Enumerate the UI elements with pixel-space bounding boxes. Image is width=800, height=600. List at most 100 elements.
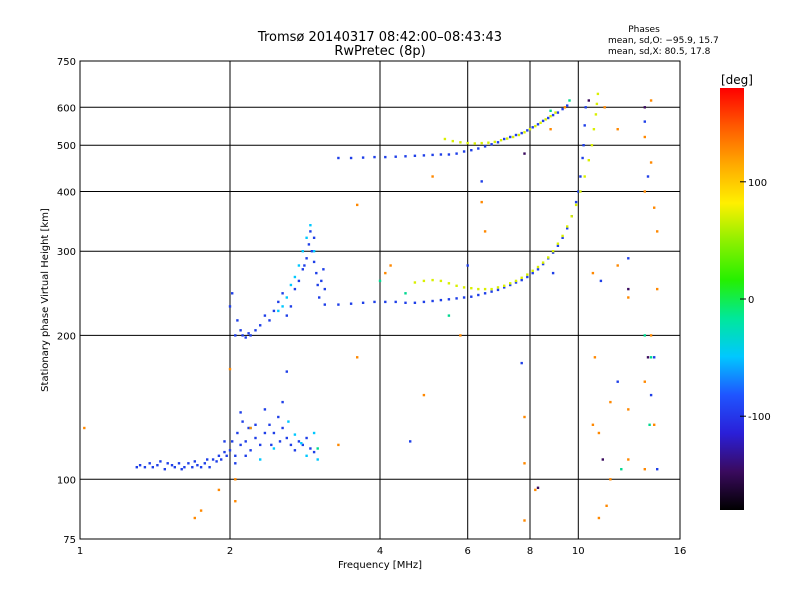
data-point bbox=[649, 334, 653, 337]
data-point bbox=[517, 133, 521, 137]
data-point bbox=[404, 301, 407, 304]
data-point bbox=[520, 276, 523, 279]
data-point bbox=[151, 466, 154, 469]
data-point bbox=[148, 462, 151, 465]
data-point bbox=[579, 190, 582, 193]
data-point bbox=[199, 509, 203, 512]
data-point bbox=[254, 329, 257, 332]
data-point bbox=[646, 175, 650, 178]
data-point bbox=[643, 135, 646, 139]
data-point bbox=[477, 293, 480, 297]
data-point bbox=[649, 161, 653, 164]
y-tick-label: 200 bbox=[57, 331, 76, 342]
data-point bbox=[394, 155, 397, 158]
data-point bbox=[234, 454, 237, 457]
data-point bbox=[503, 137, 506, 141]
data-point bbox=[597, 431, 601, 435]
data-point bbox=[643, 190, 646, 193]
data-point bbox=[523, 415, 526, 419]
data-point bbox=[404, 292, 407, 295]
data-point bbox=[234, 500, 237, 503]
data-point bbox=[656, 230, 659, 233]
data-point bbox=[447, 298, 451, 301]
data-point bbox=[541, 261, 545, 264]
data-point bbox=[605, 504, 608, 507]
y-axis-label: Stationary phase Virtual Height [km] bbox=[40, 208, 51, 392]
data-point bbox=[579, 175, 582, 178]
data-point bbox=[270, 443, 273, 447]
data-point bbox=[584, 106, 587, 109]
data-point bbox=[473, 142, 476, 145]
x-axis-label: Frequency [MHz] bbox=[338, 560, 422, 571]
data-point bbox=[180, 468, 183, 471]
data-point bbox=[439, 153, 443, 156]
data-point bbox=[603, 106, 606, 109]
data-point bbox=[490, 143, 493, 146]
data-point bbox=[526, 275, 529, 279]
data-point bbox=[191, 466, 194, 469]
data-point bbox=[287, 420, 290, 423]
data-point bbox=[656, 287, 659, 291]
data-point bbox=[193, 516, 196, 520]
data-point bbox=[531, 271, 534, 275]
data-point bbox=[551, 271, 555, 275]
data-point bbox=[616, 128, 619, 131]
data-point bbox=[231, 440, 234, 443]
data-point bbox=[259, 458, 262, 461]
data-point bbox=[574, 200, 578, 204]
data-point bbox=[305, 236, 308, 239]
data-point bbox=[561, 236, 564, 239]
data-point bbox=[384, 271, 387, 275]
data-point bbox=[228, 305, 232, 308]
data-point bbox=[316, 283, 319, 287]
data-point bbox=[244, 336, 247, 339]
data-point bbox=[483, 287, 487, 291]
data-point bbox=[135, 466, 138, 469]
data-point bbox=[312, 260, 316, 264]
data-point bbox=[300, 442, 303, 445]
data-point bbox=[307, 243, 311, 246]
data-point bbox=[199, 466, 203, 469]
data-point bbox=[447, 153, 451, 156]
data-point bbox=[509, 282, 512, 285]
data-point bbox=[592, 128, 596, 131]
data-point bbox=[526, 129, 529, 132]
data-point bbox=[249, 426, 252, 430]
data-point bbox=[206, 458, 209, 461]
data-point bbox=[289, 443, 293, 447]
x-tick-label: 10 bbox=[572, 546, 585, 557]
data-point bbox=[223, 450, 226, 454]
data-point bbox=[556, 244, 560, 247]
data-point bbox=[289, 283, 293, 287]
data-point bbox=[244, 454, 247, 457]
data-point bbox=[587, 159, 590, 162]
colorbar-tick-label: 100 bbox=[748, 178, 767, 189]
data-point bbox=[166, 462, 169, 465]
data-point bbox=[285, 370, 288, 373]
data-point bbox=[539, 121, 542, 124]
data-point bbox=[373, 155, 376, 159]
data-point bbox=[455, 152, 458, 155]
data-point bbox=[389, 264, 392, 267]
data-point bbox=[547, 116, 550, 120]
data-point bbox=[305, 454, 308, 457]
data-point bbox=[609, 400, 612, 404]
data-point bbox=[217, 488, 221, 492]
data-point bbox=[170, 464, 174, 467]
data-point bbox=[455, 284, 458, 287]
data-point bbox=[316, 447, 319, 450]
data-point bbox=[239, 411, 242, 414]
data-point bbox=[643, 106, 646, 109]
data-point bbox=[272, 309, 276, 313]
data-point bbox=[503, 286, 506, 289]
data-point bbox=[470, 149, 473, 152]
data-point bbox=[422, 154, 426, 157]
data-point bbox=[249, 449, 252, 452]
data-point bbox=[143, 466, 147, 469]
data-point bbox=[361, 156, 365, 159]
data-point bbox=[566, 227, 569, 230]
data-point bbox=[356, 356, 359, 359]
data-point bbox=[583, 175, 586, 178]
data-point bbox=[459, 334, 462, 337]
data-point bbox=[247, 332, 250, 335]
